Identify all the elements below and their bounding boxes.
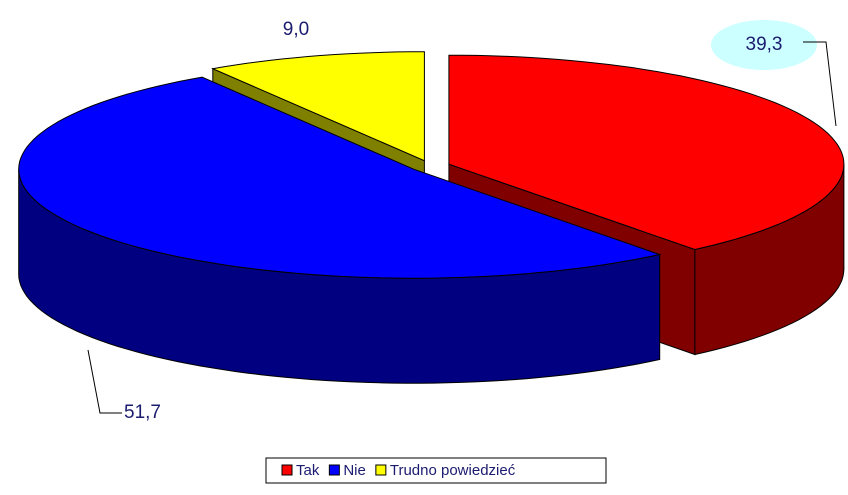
legend-swatch bbox=[281, 464, 293, 476]
legend-label: Trudno powiedzieć bbox=[390, 462, 516, 479]
legend-swatch bbox=[328, 464, 340, 476]
leader-line bbox=[803, 41, 837, 127]
data-label: 51,7 bbox=[124, 402, 161, 423]
pie bbox=[18, 51, 845, 384]
label-highlight bbox=[711, 20, 817, 70]
slice-top bbox=[211, 51, 425, 162]
legend-label: Tak bbox=[296, 462, 320, 479]
legend-swatch bbox=[375, 464, 387, 476]
legend-box bbox=[265, 457, 607, 484]
slice-top bbox=[448, 54, 845, 251]
data-label: 39,3 bbox=[746, 34, 783, 55]
legend-label: Nie bbox=[343, 462, 366, 479]
leader-line bbox=[87, 349, 122, 414]
data-label: 9,0 bbox=[283, 19, 309, 40]
slice-top bbox=[18, 76, 662, 279]
